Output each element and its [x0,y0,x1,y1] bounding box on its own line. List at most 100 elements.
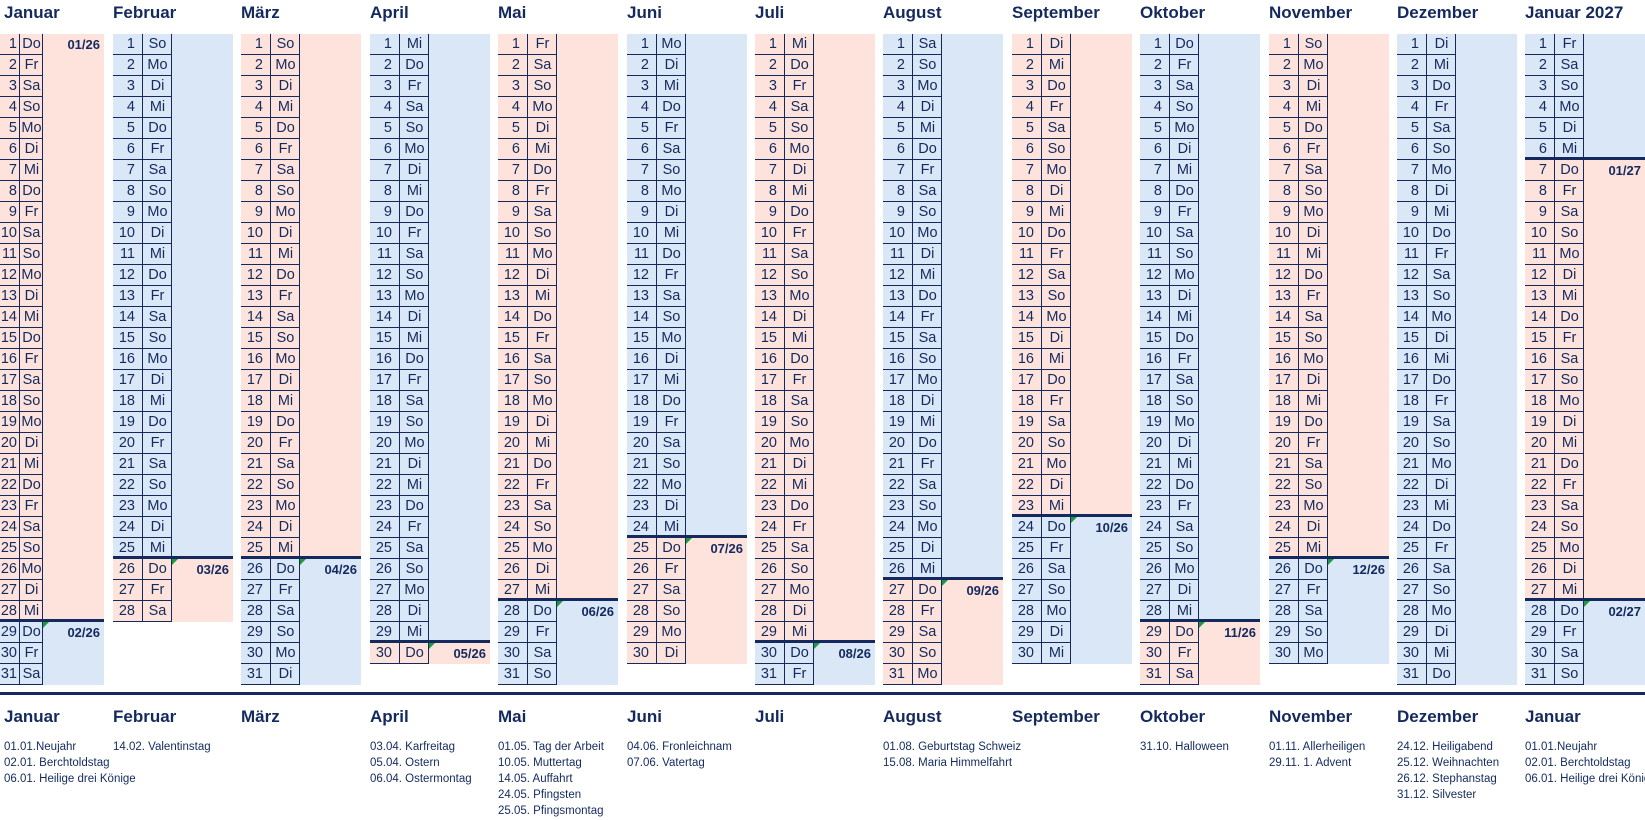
day-row[interactable]: 11 [113,244,233,265]
day-row[interactable]: 16 [883,349,1003,370]
day-row[interactable]: 20 [1525,433,1645,454]
day-row[interactable]: 28 [1397,601,1517,622]
day-row[interactable]: 10 [1397,223,1517,244]
day-row[interactable]: 20 [498,433,618,454]
day-row[interactable]: 15 [370,328,490,349]
day-row[interactable]: 1 [1397,34,1517,55]
day-row[interactable]: 28 06/26 [498,598,618,622]
day-row[interactable]: 2 [370,55,490,76]
day-row[interactable]: 10 [755,223,875,244]
day-row[interactable]: 12 [370,265,490,286]
day-row[interactable]: 25 [1140,538,1260,559]
day-row[interactable]: 4 [1012,97,1132,118]
day-row[interactable]: 22 [883,475,1003,496]
day-row[interactable]: 30 [0,643,104,664]
day-row[interactable]: 17 [1269,370,1389,391]
day-row[interactable]: 1 [1140,34,1260,55]
day-row[interactable]: 17 [1012,370,1132,391]
day-row[interactable]: 18 [627,391,747,412]
day-row[interactable]: 10 [627,223,747,244]
day-row[interactable]: 29 [883,622,1003,643]
day-row[interactable]: 5 [627,118,747,139]
day-row[interactable]: 19 [0,412,104,433]
day-row[interactable]: 27 [1397,580,1517,601]
day-row[interactable]: 2 [627,55,747,76]
day-row[interactable]: 7 [627,160,747,181]
day-row[interactable]: 3 [883,76,1003,97]
day-row[interactable]: 15 [498,328,618,349]
day-row[interactable]: 19 [1012,412,1132,433]
day-row[interactable]: 7 [1269,160,1389,181]
day-row[interactable]: 12 [1397,265,1517,286]
day-row[interactable]: 22 [498,475,618,496]
day-row[interactable]: 11 [241,244,361,265]
day-row[interactable]: 16 [755,349,875,370]
day-row[interactable]: 31 [883,664,1003,685]
day-row[interactable]: 22 [755,475,875,496]
day-row[interactable]: 20 [1012,433,1132,454]
day-row[interactable]: 3 [1397,76,1517,97]
day-row[interactable]: 22 [1525,475,1645,496]
day-row[interactable]: 9 [1525,202,1645,223]
day-row[interactable]: 17 [370,370,490,391]
day-row[interactable]: 13 [0,286,104,307]
day-row[interactable]: 12 [883,265,1003,286]
day-row[interactable]: 7 [1397,160,1517,181]
day-row[interactable]: 15 [1269,328,1389,349]
day-row[interactable]: 5 [1140,118,1260,139]
day-row[interactable]: 18 [1397,391,1517,412]
day-row[interactable]: 21 [627,454,747,475]
day-row[interactable]: 20 [1397,433,1517,454]
day-row[interactable]: 12 [0,265,104,286]
day-row[interactable]: 30 [1525,643,1645,664]
day-row[interactable]: 15 [1397,328,1517,349]
day-row[interactable]: 11 [1269,244,1389,265]
day-row[interactable]: 23 [241,496,361,517]
day-row[interactable]: 3 [498,76,618,97]
day-row[interactable]: 5 [498,118,618,139]
day-row[interactable]: 25 [370,538,490,559]
day-row[interactable]: 16 [1012,349,1132,370]
day-row[interactable]: 12 [755,265,875,286]
day-row[interactable]: 18 [241,391,361,412]
day-row[interactable]: 11 [1525,244,1645,265]
day-row[interactable]: 6 [1012,139,1132,160]
day-row[interactable]: 9 [755,202,875,223]
day-row[interactable]: 19 [883,412,1003,433]
day-row[interactable]: 5 [1269,118,1389,139]
day-row[interactable]: 25 [755,538,875,559]
day-row[interactable]: 20 [1269,433,1389,454]
day-row[interactable]: 11 [370,244,490,265]
day-row[interactable]: 27 [755,580,875,601]
day-row[interactable]: 6 [241,139,361,160]
day-row[interactable]: 16 [1140,349,1260,370]
day-row[interactable]: 22 [1269,475,1389,496]
day-row[interactable]: 31 [0,664,104,685]
day-row[interactable]: 15 [1525,328,1645,349]
day-row[interactable]: 19 [113,412,233,433]
day-row[interactable]: 23 [498,496,618,517]
day-row[interactable]: 19 [627,412,747,433]
day-row[interactable]: 14 [1012,307,1132,328]
day-row[interactable]: 22 [627,475,747,496]
day-row[interactable]: 17 [1525,370,1645,391]
day-row[interactable]: 8 [370,181,490,202]
day-row[interactable]: 22 [0,475,104,496]
day-row[interactable]: 2 [113,55,233,76]
day-row[interactable]: 5 [1012,118,1132,139]
day-row[interactable]: 24 [1269,517,1389,538]
day-row[interactable]: 7 [1140,160,1260,181]
day-row[interactable]: 22 [113,475,233,496]
day-row[interactable]: 11 [498,244,618,265]
day-row[interactable]: 4 [1397,97,1517,118]
day-row[interactable]: 16 [498,349,618,370]
day-row[interactable]: 26 04/26 [241,556,361,580]
day-row[interactable]: 28 [1012,601,1132,622]
day-row[interactable]: 15 [883,328,1003,349]
day-row[interactable]: 3 [755,76,875,97]
day-row[interactable]: 10 [0,223,104,244]
day-row[interactable]: 16 [1397,349,1517,370]
day-row[interactable]: 9 [241,202,361,223]
day-row[interactable]: 23 [1269,496,1389,517]
day-row[interactable]: 5 [1397,118,1517,139]
